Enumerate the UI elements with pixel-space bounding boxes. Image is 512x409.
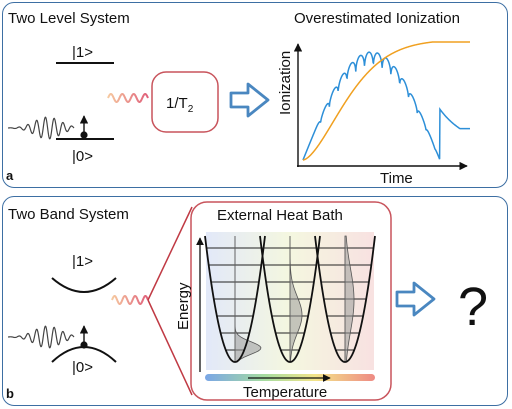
ionization-curve-orange [302, 41, 470, 161]
ionization-axis-label: Ionization [277, 51, 294, 115]
state-0-label-a: |0> [72, 148, 93, 165]
occupation-distribution [344, 235, 355, 363]
question-mark: ? [458, 277, 488, 337]
panel-a-title: Two Level System [8, 10, 130, 27]
occupation-distribution [289, 236, 303, 363]
panel-b-label: b [6, 386, 14, 401]
decoherence-wave-a [107, 92, 149, 104]
relaxation-rate-label: 1/T2 [166, 95, 194, 115]
time-axis-label: Time [380, 170, 413, 187]
fan-line-top [147, 206, 193, 301]
parabola-group [204, 235, 376, 363]
ionization-curve-blue [302, 51, 470, 161]
electron-dot [80, 131, 88, 139]
heat-bath-title: External Heat Bath [217, 207, 343, 224]
energy-parabola [259, 235, 321, 363]
energy-parabola [204, 235, 266, 363]
panel-a-label: a [6, 168, 14, 183]
hollow-arrow-b [395, 281, 436, 317]
electron-dot-b [80, 341, 88, 349]
state-1-label-a: |1> [72, 44, 93, 61]
fan-line-bottom [147, 299, 193, 396]
relaxation-box [151, 71, 219, 133]
plot-title: Overestimated Ionization [294, 10, 460, 27]
upper-band-curve [51, 277, 117, 293]
energy-parabola [314, 235, 376, 363]
energy-axis-label: Energy [175, 282, 192, 330]
state-1-label-b: |1> [72, 253, 93, 270]
panel-b-title: Two Band System [8, 206, 129, 223]
hollow-arrow-a [229, 82, 270, 118]
laser-pulse-b [7, 325, 75, 349]
laser-pulse-a [7, 116, 75, 140]
occupation-distribution [234, 236, 262, 363]
temperature-axis-label: Temperature [243, 384, 327, 401]
decoherence-wave-b [111, 294, 149, 306]
state-0-label-b: |0> [72, 359, 93, 376]
